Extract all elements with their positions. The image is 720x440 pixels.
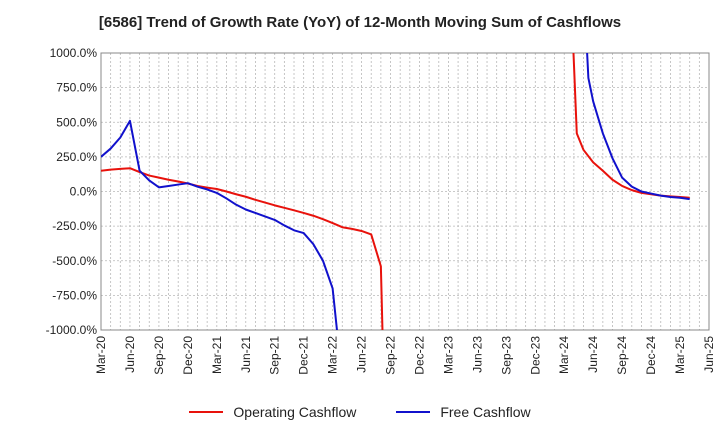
x-tick-label: Dec-24 xyxy=(644,336,658,375)
x-tick-label: Dec-23 xyxy=(528,336,542,375)
x-tick-label: Mar-22 xyxy=(326,336,340,374)
x-tick-label: Dec-22 xyxy=(412,336,426,375)
x-tick-label: Jun-21 xyxy=(239,336,253,373)
series-line-operating-cashflow xyxy=(572,53,690,199)
y-tick-label: 250.0% xyxy=(56,150,97,164)
legend-swatch-operating xyxy=(189,411,224,413)
x-tick-label: Jun-24 xyxy=(586,336,600,373)
series-line-free-cashflow xyxy=(586,53,690,201)
x-tick-label: Mar-24 xyxy=(557,336,571,374)
x-tick-label: Dec-21 xyxy=(297,336,311,375)
series-line-operating-cashflow xyxy=(101,167,384,330)
y-tick-label: -750.0% xyxy=(52,288,97,302)
legend-item-free: Free Cashflow xyxy=(396,404,531,420)
y-tick-label: -500.0% xyxy=(52,254,97,268)
x-tick-label: Jun-20 xyxy=(123,336,137,373)
y-tick-label: 1000.0% xyxy=(50,46,98,60)
x-tick-label: Sep-21 xyxy=(268,336,282,375)
chart-title: [6586] Trend of Growth Rate (YoY) of 12-… xyxy=(98,14,622,31)
x-tick-label: Sep-20 xyxy=(152,336,166,375)
plot-frame xyxy=(100,52,710,331)
legend-swatch-free xyxy=(396,411,431,413)
y-tick-label: -250.0% xyxy=(52,219,97,233)
x-tick-label: Jun-25 xyxy=(702,336,716,373)
x-tick-label: Dec-20 xyxy=(181,336,195,375)
y-tick-label: 500.0% xyxy=(56,115,97,129)
x-tick-label: Sep-24 xyxy=(615,336,629,375)
x-tick-label: Jun-22 xyxy=(355,336,369,373)
legend-label-operating: Operating Cashflow xyxy=(233,404,357,420)
legend-item-operating: Operating Cashflow xyxy=(189,404,356,420)
x-tick-label: Mar-25 xyxy=(673,336,687,374)
x-tick-label: Mar-21 xyxy=(210,336,224,374)
x-tick-label: Sep-22 xyxy=(384,336,398,375)
y-tick-label: -1000.0% xyxy=(46,323,98,337)
x-tick-label: Jun-23 xyxy=(470,336,484,373)
series-line-free-cashflow xyxy=(101,119,338,330)
y-tick-label: 750.0% xyxy=(56,81,97,95)
y-tick-label: 0.0% xyxy=(70,185,98,199)
legend: Operating Cashflow Free Cashflow xyxy=(0,404,720,420)
x-tick-label: Mar-23 xyxy=(441,336,455,374)
legend-label-free: Free Cashflow xyxy=(440,404,531,420)
x-tick-label: Mar-20 xyxy=(94,336,108,374)
x-tick-label: Sep-23 xyxy=(499,336,513,375)
